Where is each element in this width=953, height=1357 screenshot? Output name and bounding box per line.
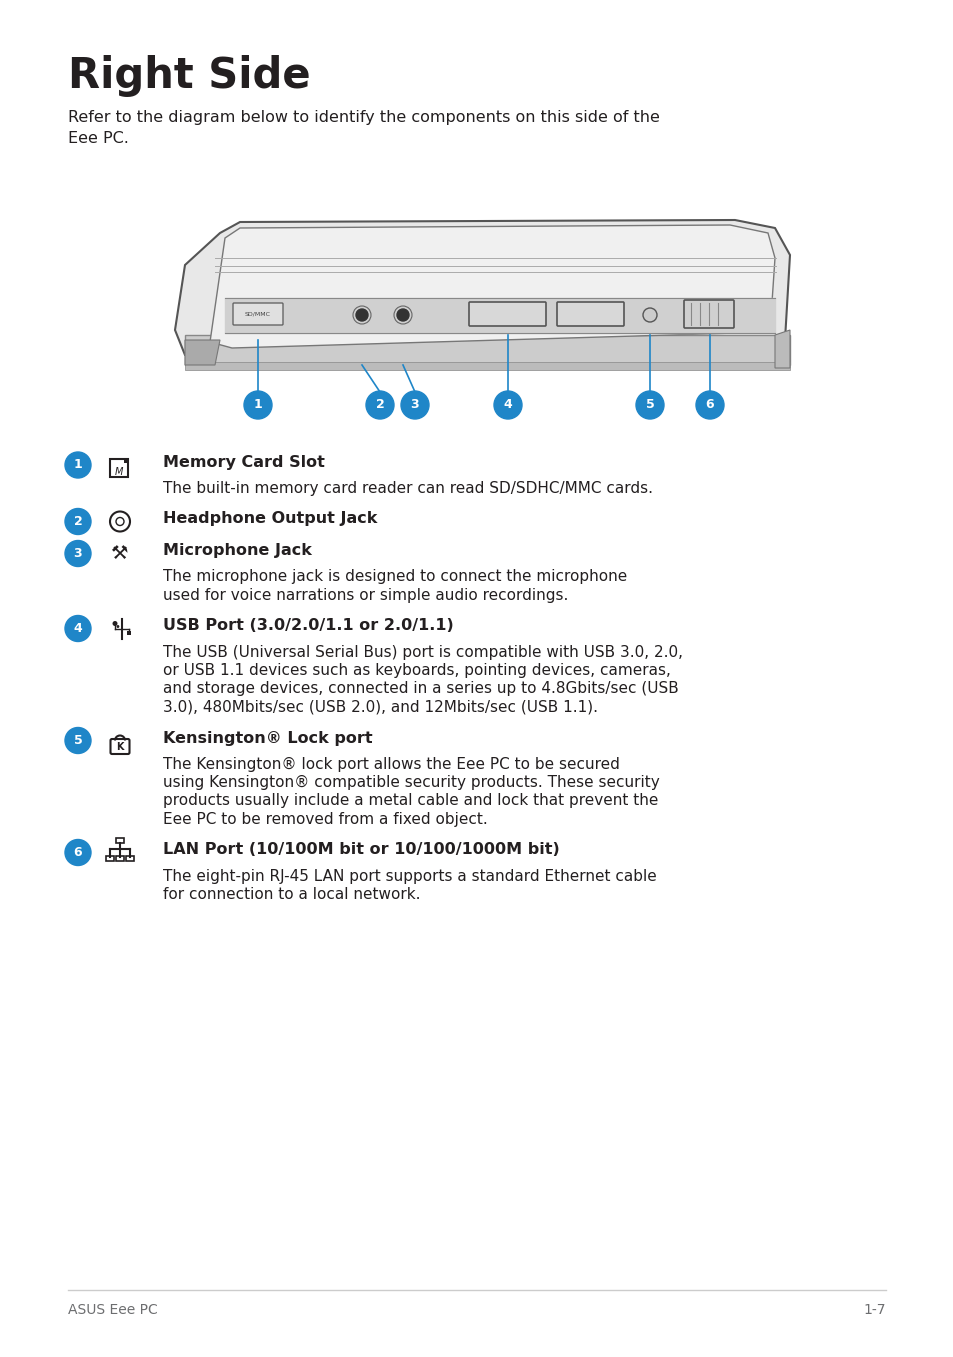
Polygon shape <box>127 631 131 635</box>
Text: USB Port (3.0/2.0/1.1 or 2.0/1.1): USB Port (3.0/2.0/1.1 or 2.0/1.1) <box>163 619 454 634</box>
Text: ⚒: ⚒ <box>112 544 129 563</box>
Text: 4: 4 <box>73 622 82 635</box>
Text: Microphone Jack: Microphone Jack <box>163 544 312 559</box>
Circle shape <box>65 509 91 535</box>
Polygon shape <box>185 335 789 365</box>
FancyBboxPatch shape <box>233 303 283 324</box>
Circle shape <box>65 616 91 642</box>
Text: using Kensington® compatible security products. These security: using Kensington® compatible security pr… <box>163 775 659 790</box>
Text: 6: 6 <box>73 845 82 859</box>
Circle shape <box>65 840 91 866</box>
Text: The eight-pin RJ-45 LAN port supports a standard Ethernet cable: The eight-pin RJ-45 LAN port supports a … <box>163 868 656 883</box>
Circle shape <box>396 309 409 322</box>
Text: The microphone jack is designed to connect the microphone: The microphone jack is designed to conne… <box>163 570 626 585</box>
Text: 1: 1 <box>253 399 262 411</box>
Text: LAN Port (10/100M bit or 10/100/1000M bit): LAN Port (10/100M bit or 10/100/1000M bi… <box>163 843 559 858</box>
Text: 3: 3 <box>410 399 419 411</box>
Circle shape <box>244 391 272 419</box>
Circle shape <box>366 391 394 419</box>
Text: for connection to a local network.: for connection to a local network. <box>163 887 420 902</box>
Text: or USB 1.1 devices such as keyboards, pointing devices, cameras,: or USB 1.1 devices such as keyboards, po… <box>163 664 670 678</box>
Text: Kensington® Lock port: Kensington® Lock port <box>163 730 373 745</box>
Text: 5: 5 <box>645 399 654 411</box>
Text: Memory Card Slot: Memory Card Slot <box>163 455 325 470</box>
Polygon shape <box>185 362 789 370</box>
Text: The Kensington® lock port allows the Eee PC to be secured: The Kensington® lock port allows the Eee… <box>163 756 619 772</box>
Polygon shape <box>174 220 789 358</box>
Text: Eee PC to be removed from a fixed object.: Eee PC to be removed from a fixed object… <box>163 811 487 826</box>
Text: 6: 6 <box>705 399 714 411</box>
Text: 1: 1 <box>73 459 82 471</box>
Text: 3.0), 480Mbits/sec (USB 2.0), and 12Mbits/sec (USB 1.1).: 3.0), 480Mbits/sec (USB 2.0), and 12Mbit… <box>163 700 598 715</box>
Circle shape <box>642 308 657 322</box>
Text: SD/MMC: SD/MMC <box>245 312 271 316</box>
Circle shape <box>696 391 723 419</box>
Text: 2: 2 <box>73 516 82 528</box>
Text: The built-in memory card reader can read SD/SDHC/MMC cards.: The built-in memory card reader can read… <box>163 480 652 497</box>
Text: The USB (Universal Serial Bus) port is compatible with USB 3.0, 2.0,: The USB (Universal Serial Bus) port is c… <box>163 645 682 660</box>
FancyBboxPatch shape <box>683 300 733 328</box>
Text: ASUS Eee PC: ASUS Eee PC <box>68 1303 157 1318</box>
Circle shape <box>355 309 368 322</box>
Circle shape <box>65 540 91 566</box>
Text: M: M <box>114 467 123 478</box>
Text: products usually include a metal cable and lock that prevent the: products usually include a metal cable a… <box>163 794 658 809</box>
Circle shape <box>112 622 117 626</box>
Circle shape <box>400 391 429 419</box>
Polygon shape <box>774 330 789 368</box>
Polygon shape <box>185 341 220 365</box>
Text: and storage devices, connected in a series up to 4.8Gbits/sec (USB: and storage devices, connected in a seri… <box>163 681 678 696</box>
Circle shape <box>65 452 91 478</box>
Text: 5: 5 <box>73 734 82 746</box>
Text: Headphone Output Jack: Headphone Output Jack <box>163 512 377 527</box>
Text: 2: 2 <box>375 399 384 411</box>
Polygon shape <box>210 225 774 347</box>
Polygon shape <box>124 459 128 463</box>
Text: •: • <box>114 622 120 631</box>
Text: 1-7: 1-7 <box>862 1303 885 1318</box>
Text: used for voice narrations or simple audio recordings.: used for voice narrations or simple audi… <box>163 588 568 603</box>
Circle shape <box>494 391 521 419</box>
FancyBboxPatch shape <box>557 303 623 326</box>
FancyBboxPatch shape <box>469 303 545 326</box>
Text: K: K <box>116 742 124 753</box>
Text: 3: 3 <box>73 547 82 560</box>
Text: Right Side: Right Side <box>68 56 311 96</box>
Text: Refer to the diagram below to identify the components on this side of the
Eee PC: Refer to the diagram below to identify t… <box>68 110 659 147</box>
Circle shape <box>636 391 663 419</box>
Text: 4: 4 <box>503 399 512 411</box>
Circle shape <box>65 727 91 753</box>
